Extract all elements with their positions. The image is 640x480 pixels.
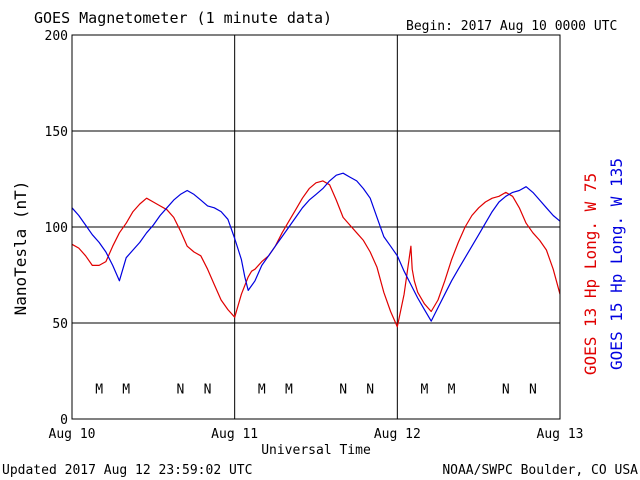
event-mark-m: M [122, 382, 130, 397]
x-tick-label: Aug 11 [211, 427, 258, 442]
event-mark-n: N [529, 382, 537, 397]
event-mark-n: N [177, 382, 185, 397]
source-label: NOAA/SWPC Boulder, CO USA [442, 463, 638, 478]
gridlines [72, 35, 560, 419]
y-tick-label: 150 [45, 125, 68, 140]
event-mark-m: M [421, 382, 429, 397]
event-mark-n: N [502, 382, 510, 397]
series-line-goes15 [71, 172, 561, 322]
event-mark-n: N [339, 382, 347, 397]
series-lines [71, 172, 561, 328]
event-mark-m: M [95, 382, 103, 397]
y-tick-label: 0 [60, 413, 68, 428]
event-mark-m: M [448, 382, 456, 397]
legend-goes13: GOES 13 Hp Long. W 75 [581, 173, 600, 375]
x-axis-label: Universal Time [261, 443, 371, 458]
chart-title: GOES Magnetometer (1 minute data) [34, 9, 332, 27]
event-mark-m: M [285, 382, 293, 397]
y-tick-labels: 0 50 100 150 200 [45, 29, 68, 428]
y-tick-label: 200 [45, 29, 68, 44]
event-mark-n: N [366, 382, 374, 397]
updated-label: Updated 2017 Aug 12 23:59:02 UTC [2, 463, 252, 478]
y-tick-label: 50 [52, 317, 68, 332]
plot-frame [71, 34, 561, 420]
x-tick-label: Aug 12 [374, 427, 421, 442]
begin-label: Begin: 2017 Aug 10 0000 UTC [406, 19, 617, 34]
x-tick-labels: Aug 10 Aug 11 Aug 12 Aug 13 [49, 427, 584, 442]
x-tick-label: Aug 13 [537, 427, 584, 442]
x-tick-label: Aug 10 [49, 427, 96, 442]
event-mark-n: N [204, 382, 212, 397]
y-tick-label: 100 [45, 221, 68, 236]
event-mark-m: M [258, 382, 266, 397]
legend-goes15: GOES 15 Hp Long. W 135 [607, 158, 626, 370]
y-axis-label: NanoTesla (nT) [11, 181, 30, 316]
series-line-goes13 [71, 180, 561, 328]
